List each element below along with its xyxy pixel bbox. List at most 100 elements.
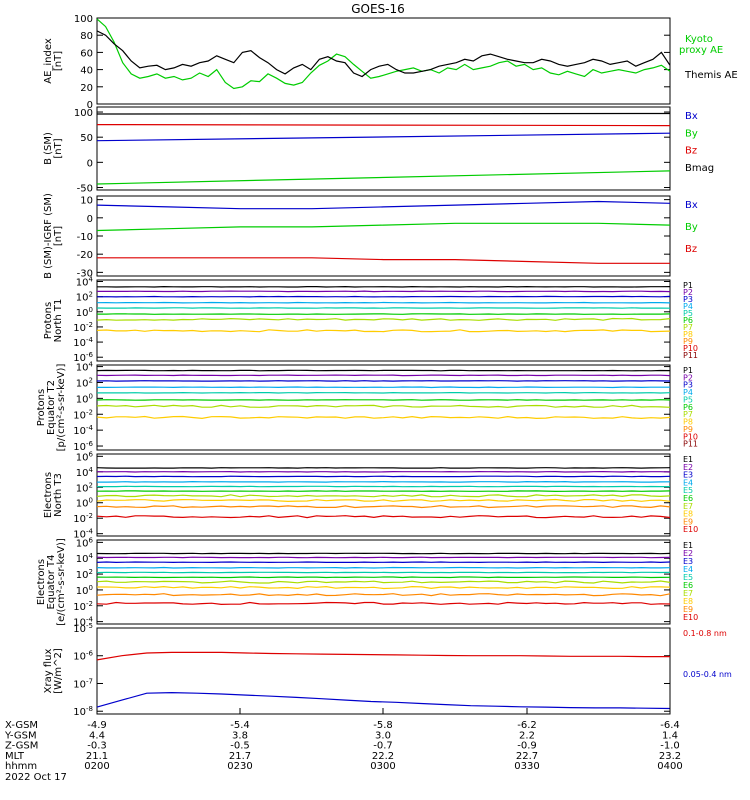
- series-line-e3: [96, 475, 671, 478]
- legend-entry: E10: [683, 613, 698, 622]
- series-line-e4: [97, 480, 671, 483]
- series-line-e9: [96, 504, 671, 509]
- y-tick-label: 10-6: [73, 650, 93, 663]
- y-tick-label: 100: [74, 14, 93, 25]
- series-line-e7: [96, 494, 671, 498]
- series-line-bx: [96, 132, 671, 142]
- series-line-e8: [96, 498, 671, 503]
- series-line-e7: [96, 580, 671, 584]
- date-label: 2022 Oct 17: [5, 772, 67, 783]
- y-axis-label: [e/(cm²-s-sr-keV)]: [56, 538, 67, 626]
- y-tick-label: 10-2: [73, 512, 93, 525]
- legend-entry: E3: [683, 471, 693, 480]
- y-tick-label: 102: [76, 291, 93, 304]
- legend-entry: E9: [683, 605, 693, 614]
- panel-7: 106 104 102 100 10-2 10-4 Electrons Equator T4[…: [36, 536, 698, 628]
- y-tick-label: 10-4: [73, 528, 93, 541]
- y-tick-label: 60: [80, 48, 93, 59]
- legend-entry: P1: [683, 366, 693, 375]
- legend-entry: P2: [683, 373, 693, 382]
- series-line-e9: [96, 593, 671, 597]
- y-axis-label: [W/m^2]: [53, 648, 64, 694]
- y-tick-label: 10-2: [73, 408, 93, 421]
- y-tick-label: 10-6: [73, 351, 93, 364]
- legend-entry: P11: [683, 440, 698, 449]
- y-tick-label: 10-4: [73, 336, 93, 349]
- y-axis-label: [nT]: [53, 51, 64, 71]
- series-line-e6: [96, 576, 671, 579]
- y-axis-label: Equator T4: [46, 555, 57, 610]
- x-row-value: 2.2: [519, 730, 535, 741]
- x-row-value: 4.4: [89, 730, 105, 741]
- x-row-value: -6.4: [660, 720, 680, 731]
- x-row-label: X-GSM: [5, 720, 38, 731]
- x-row-value: -4.9: [87, 720, 107, 731]
- y-axis-label: Xray flux: [43, 649, 54, 694]
- x-row-value: 1.4: [662, 730, 678, 741]
- y-axis-label: [p/(cm²-s-sr-keV)]: [56, 364, 67, 452]
- y-tick-label: -30: [77, 268, 93, 279]
- legend-entry: E4: [683, 478, 693, 487]
- y-tick-label: 10-4: [73, 616, 93, 629]
- y-axis-label: B (SM): [43, 132, 54, 165]
- series-line-p7: [96, 404, 671, 408]
- x-row-value: -5.4: [230, 720, 250, 731]
- x-row-value: 22.2: [372, 751, 394, 762]
- legend-entry: E1: [683, 541, 693, 550]
- y-tick-label: 106: [76, 536, 94, 549]
- y-tick-label: 104: [76, 552, 94, 565]
- x-row-value: -1.0: [660, 741, 680, 752]
- x-row-value: 3.0: [375, 730, 391, 741]
- x-row-value: 3.8: [232, 730, 248, 741]
- y-tick-label: 0: [87, 100, 93, 111]
- panel-frame: [96, 106, 671, 191]
- y-tick-label: 102: [76, 376, 93, 389]
- x-row-label: Y-GSM: [4, 730, 37, 741]
- x-row-value: 21.7: [229, 751, 251, 762]
- legend-entry: P3: [683, 295, 693, 304]
- y-tick-label: 10-4: [73, 424, 93, 437]
- series-line-e8: [97, 585, 671, 590]
- series-line-e4: [96, 566, 671, 569]
- panel-2: 100 50 0 -50 B (SM) [nT] Bx By Bz Bmag: [43, 106, 714, 194]
- x-row-value: 0200: [84, 761, 109, 772]
- y-axis-label: Equator T2: [46, 380, 57, 435]
- legend-entry: Bx: [685, 200, 698, 211]
- y-tick-label: 40: [80, 66, 93, 77]
- y-tick-label: 10-8: [73, 705, 93, 718]
- y-tick-label: 10-2: [73, 321, 93, 334]
- legend-entry: Bx: [685, 111, 698, 122]
- series-line-bz: [96, 124, 671, 127]
- series-line-p3: [96, 295, 671, 298]
- panel-8: 10-5 10-6 10-7 10-8 Xray flux [W/m^2] 0.1-0.8 …: [43, 622, 732, 718]
- y-axis-label: North T3: [53, 473, 64, 517]
- y-tick-label: 100: [74, 108, 93, 119]
- series-line-p2: [96, 374, 671, 377]
- y-tick-label: 80: [80, 31, 93, 42]
- legend-entry: P9: [683, 425, 693, 434]
- legend-entry: P10: [683, 432, 698, 441]
- legend-entry: P6: [683, 403, 693, 412]
- y-tick-label: 104: [76, 361, 94, 374]
- y-tick-label: 100: [76, 306, 93, 319]
- y-tick-label: -10: [77, 232, 93, 243]
- legend-entry: E5: [683, 573, 693, 582]
- x-row-value: -0.5: [230, 741, 250, 752]
- y-tick-label: 102: [76, 568, 93, 581]
- y-axis-label: Electrons: [43, 472, 54, 518]
- x-row-label: MLT: [5, 751, 25, 762]
- x-row-value: -0.9: [517, 741, 537, 752]
- x-row-value: 0230: [227, 761, 252, 772]
- series-line-themis-ae: [96, 30, 671, 78]
- legend-entry: P6: [683, 316, 693, 325]
- legend-entry: P2: [683, 288, 693, 297]
- legend-entry: P8: [683, 330, 693, 339]
- panel-frame: [96, 195, 671, 277]
- y-tick-label: 10-2: [73, 600, 93, 613]
- y-tick-label: 50: [80, 133, 93, 144]
- series-line-kyoto-proxy-ae: [96, 18, 671, 90]
